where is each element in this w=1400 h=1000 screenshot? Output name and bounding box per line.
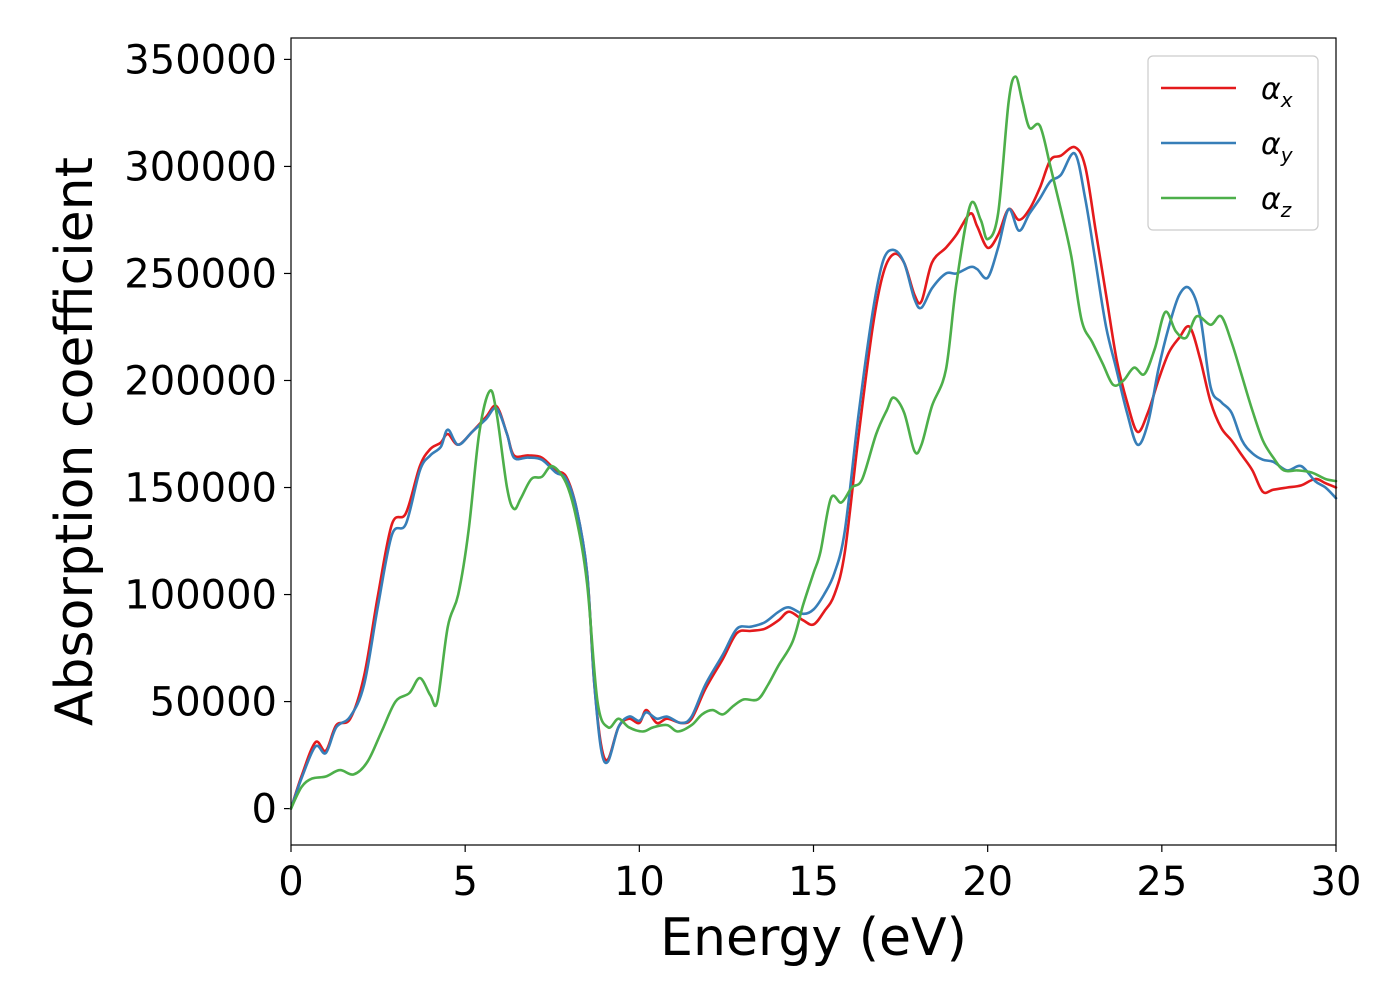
x-tick-label: 25 <box>1136 859 1187 905</box>
series-line-alpha-z <box>289 75 1338 810</box>
y-axis-ticks: 0 50000 100000 150000 200000 250000 300000 3500… <box>124 37 291 833</box>
legend-symbol: α <box>1261 127 1281 162</box>
y-tick-label: 150000 <box>124 466 277 512</box>
y-tick-label: 0 <box>252 787 277 833</box>
x-tick-label: 20 <box>962 859 1013 905</box>
x-tick-label: 0 <box>278 859 303 905</box>
legend-subscript: z <box>1280 198 1292 222</box>
series-line-alpha-x <box>289 145 1338 810</box>
legend-entry-alpha-y: αy <box>1261 127 1294 167</box>
legend-subscript: x <box>1280 88 1293 112</box>
y-tick-label: 50000 <box>150 680 277 726</box>
y-axis-label: Absorption coefficient <box>45 157 105 726</box>
series-lines <box>289 75 1338 810</box>
y-tick-label: 250000 <box>124 251 277 297</box>
legend-subscript: y <box>1280 143 1294 167</box>
x-axis-label: Energy (eV) <box>660 908 967 968</box>
x-tick-label: 30 <box>1311 859 1362 905</box>
series-line-alpha-y <box>289 151 1338 810</box>
legend-entry-alpha-x: αx <box>1261 72 1293 112</box>
y-tick-label: 350000 <box>124 37 277 83</box>
x-tick-label: 5 <box>452 859 477 905</box>
legend-symbol: α <box>1261 182 1281 217</box>
legend-entry-alpha-z: αz <box>1261 182 1292 222</box>
x-axis-ticks: 0 5 10 15 20 25 30 <box>278 845 1361 905</box>
y-tick-label: 200000 <box>124 358 277 404</box>
y-tick-label: 100000 <box>124 573 277 619</box>
legend-symbol: α <box>1261 72 1281 107</box>
x-tick-label: 10 <box>614 859 665 905</box>
x-tick-label: 15 <box>788 859 839 905</box>
plot-frame <box>290 37 1337 846</box>
y-tick-label: 300000 <box>124 144 277 190</box>
